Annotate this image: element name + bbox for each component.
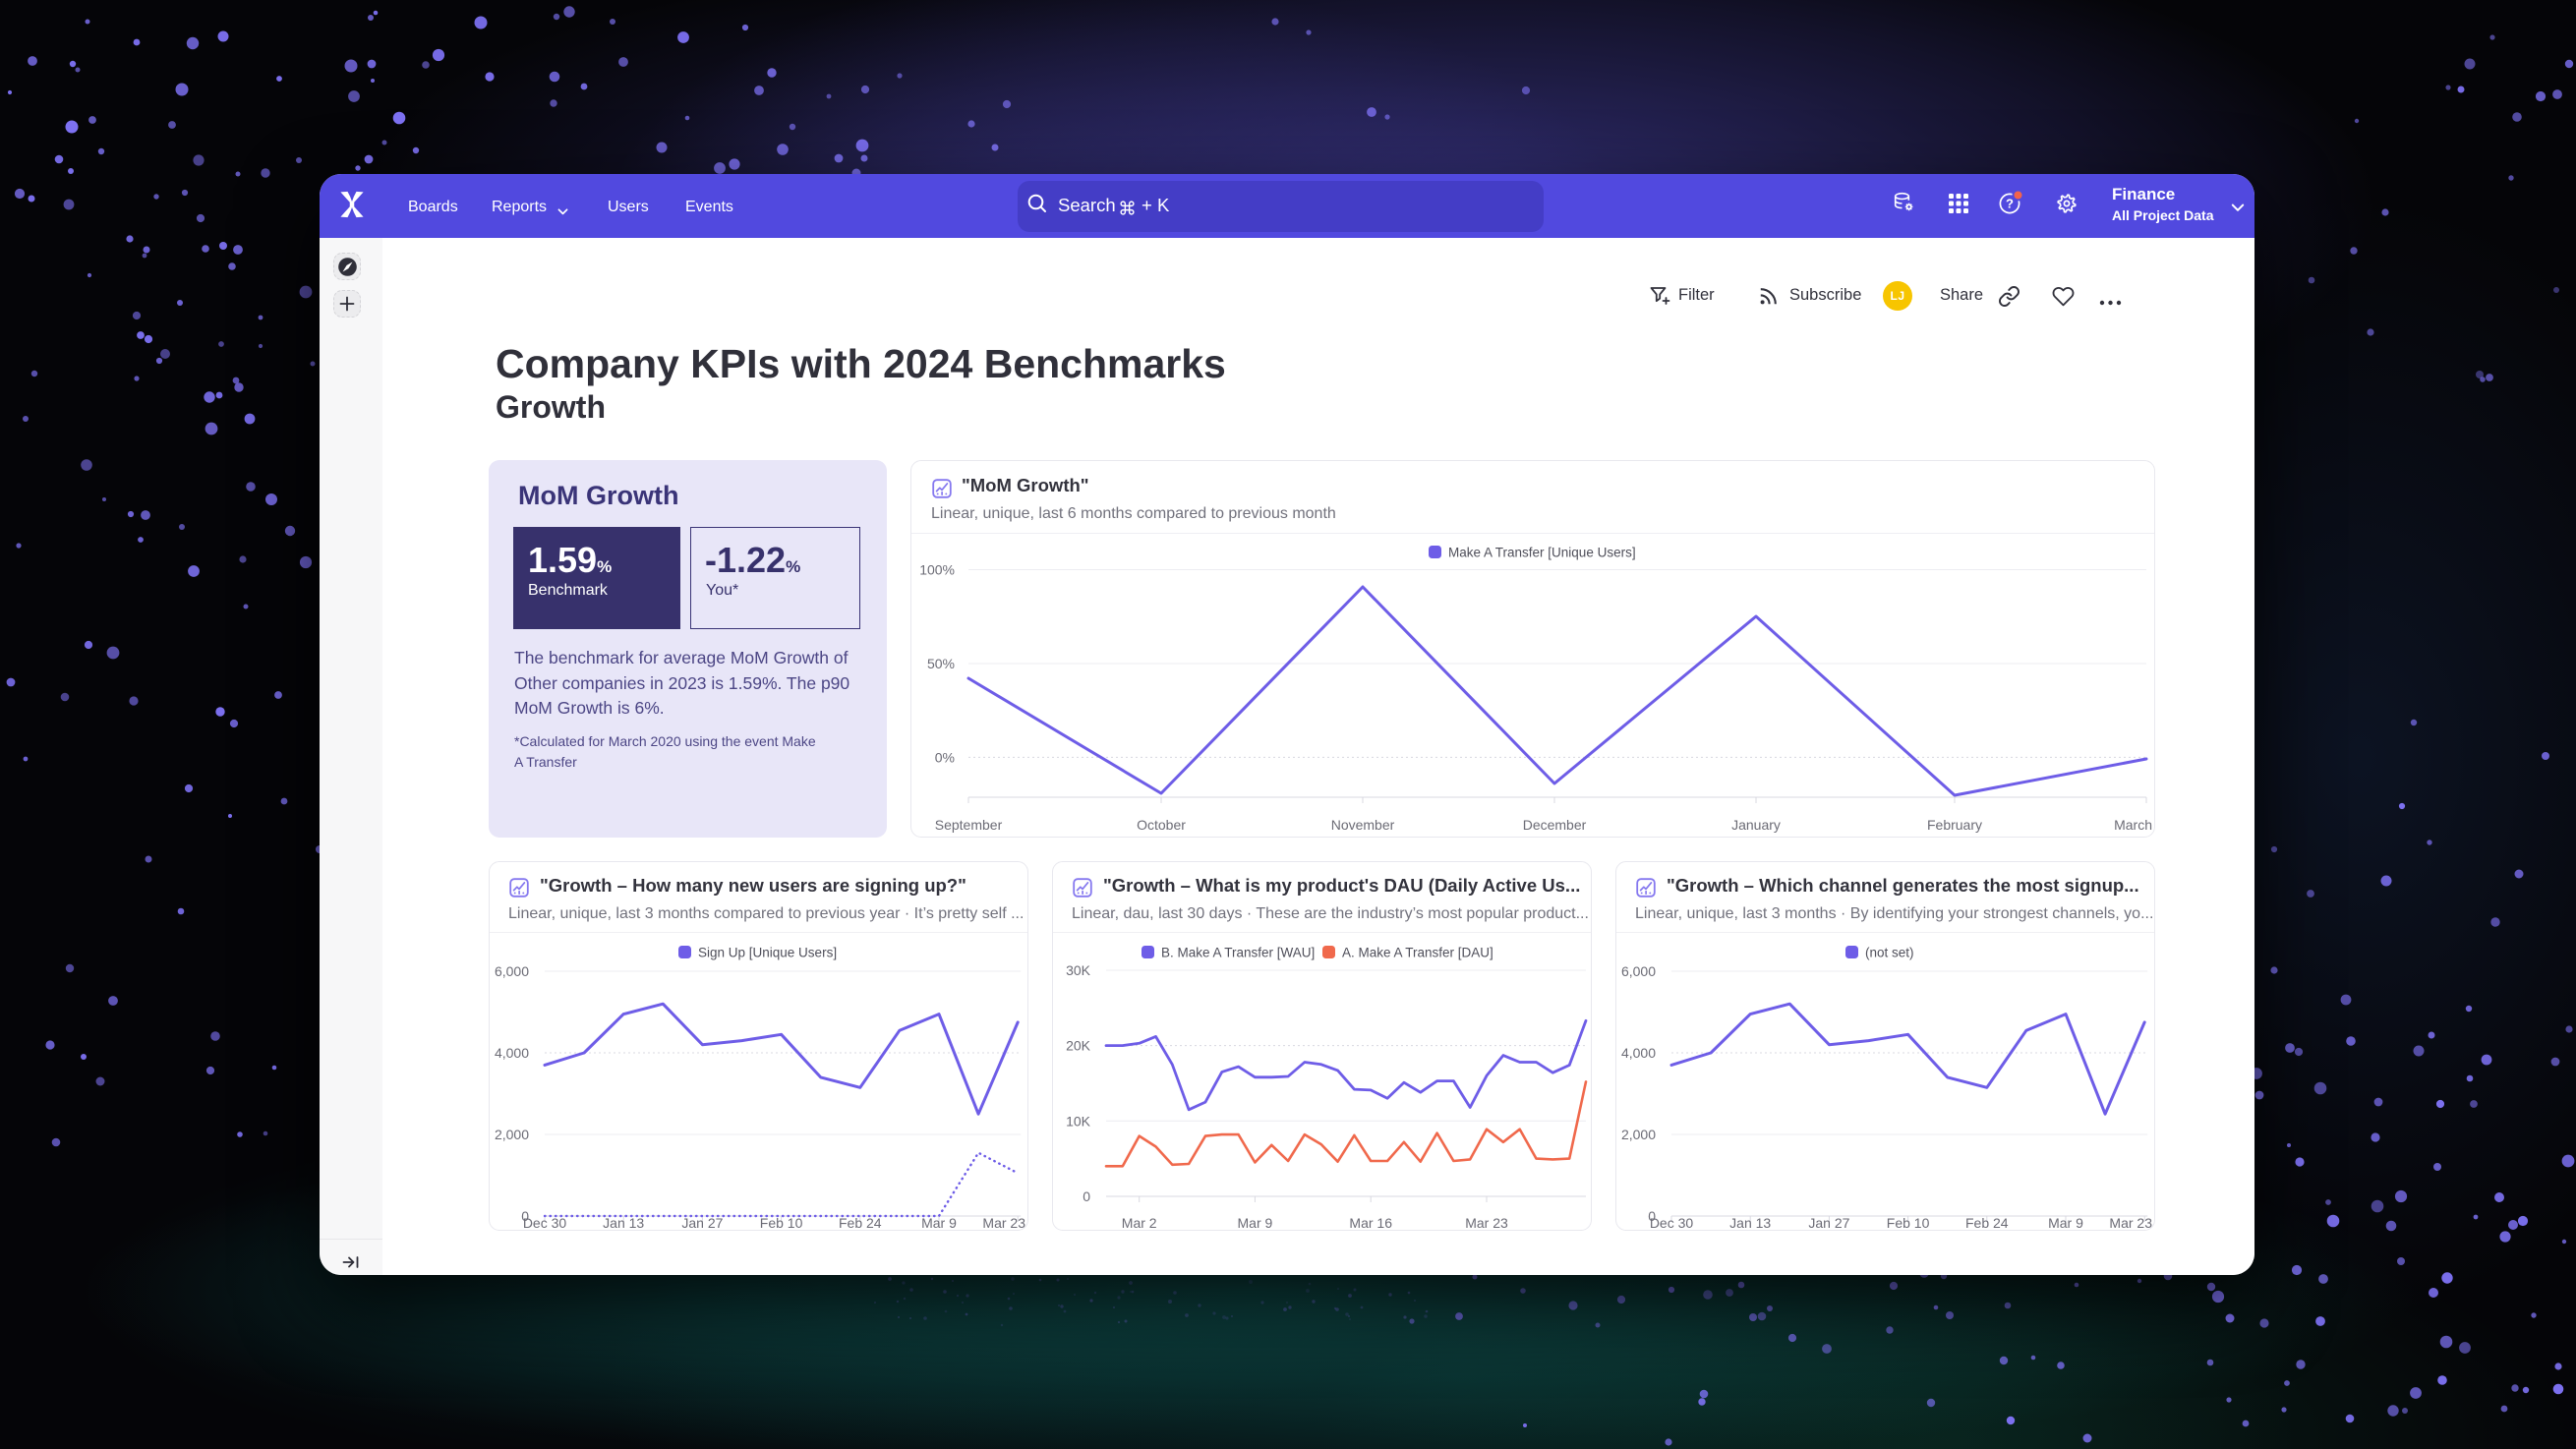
- svg-text:Jan 27: Jan 27: [681, 1215, 723, 1231]
- svg-text:A. Make A Transfer [DAU]: A. Make A Transfer [DAU]: [1342, 946, 1493, 960]
- svg-text:6,000: 6,000: [1621, 963, 1656, 979]
- svg-text:10K: 10K: [1066, 1113, 1091, 1129]
- svg-text:September: September: [935, 817, 1003, 833]
- svg-text:February: February: [1927, 817, 1982, 833]
- svg-text:Feb 10: Feb 10: [1887, 1215, 1930, 1231]
- svg-text:Mar 23: Mar 23: [1465, 1215, 1508, 1231]
- svg-text:March: March: [2114, 817, 2152, 833]
- svg-text:Jan 13: Jan 13: [603, 1215, 644, 1231]
- svg-text:50%: 50%: [927, 656, 955, 671]
- svg-text:0: 0: [1648, 1208, 1656, 1224]
- svg-text:Make A Transfer [Unique Users]: Make A Transfer [Unique Users]: [1448, 546, 1636, 560]
- svg-text:0%: 0%: [935, 749, 955, 765]
- svg-text:November: November: [1331, 817, 1395, 833]
- svg-text:Mar 23: Mar 23: [2109, 1215, 2152, 1231]
- svg-text:2,000: 2,000: [495, 1127, 529, 1142]
- svg-text:4,000: 4,000: [495, 1045, 529, 1061]
- svg-text:100%: 100%: [919, 562, 955, 578]
- svg-text:0: 0: [521, 1208, 529, 1224]
- svg-text:Jan 13: Jan 13: [1729, 1215, 1771, 1231]
- svg-text:Mar 16: Mar 16: [1349, 1215, 1392, 1231]
- svg-text:2,000: 2,000: [1621, 1127, 1656, 1142]
- svg-text:20K: 20K: [1066, 1038, 1091, 1054]
- svg-text:0: 0: [1083, 1188, 1090, 1204]
- svg-text:Mar 9: Mar 9: [1238, 1215, 1273, 1231]
- svg-text:Mar 2: Mar 2: [1122, 1215, 1157, 1231]
- svg-text:?: ?: [2006, 197, 2014, 211]
- svg-text:Jan 27: Jan 27: [1808, 1215, 1849, 1231]
- svg-text:Sign Up [Unique Users]: Sign Up [Unique Users]: [698, 946, 837, 960]
- svg-text:B. Make A Transfer [WAU]: B. Make A Transfer [WAU]: [1161, 946, 1315, 960]
- svg-text:Dec 30: Dec 30: [523, 1215, 567, 1231]
- svg-text:Dec 30: Dec 30: [1650, 1215, 1694, 1231]
- svg-text:Feb 10: Feb 10: [760, 1215, 803, 1231]
- svg-text:Feb 24: Feb 24: [1965, 1215, 2009, 1231]
- svg-text:December: December: [1523, 817, 1587, 833]
- svg-text:Mar 9: Mar 9: [2048, 1215, 2083, 1231]
- svg-text:Feb 24: Feb 24: [839, 1215, 882, 1231]
- svg-text:Mar 23: Mar 23: [982, 1215, 1025, 1231]
- svg-text:30K: 30K: [1066, 962, 1091, 978]
- svg-text:4,000: 4,000: [1621, 1045, 1656, 1061]
- svg-text:January: January: [1731, 817, 1781, 833]
- svg-text:6,000: 6,000: [495, 963, 529, 979]
- svg-text:(not set): (not set): [1865, 946, 1914, 960]
- svg-text:October: October: [1137, 817, 1186, 833]
- svg-text:Mar 9: Mar 9: [921, 1215, 957, 1231]
